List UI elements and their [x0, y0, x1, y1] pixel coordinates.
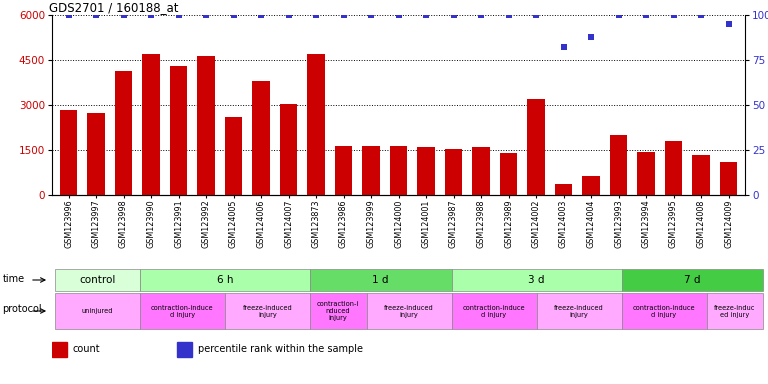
Point	[200, 12, 212, 18]
Bar	[366, 293, 452, 329]
Point	[640, 12, 652, 18]
Text: 1 d: 1 d	[372, 275, 389, 285]
Point	[255, 12, 267, 18]
Bar	[114, 71, 132, 195]
Text: freeze-induced
injury: freeze-induced injury	[554, 305, 604, 318]
Point	[392, 12, 405, 18]
Point	[585, 33, 598, 40]
Point	[475, 12, 487, 18]
Bar	[664, 141, 683, 195]
Point	[447, 12, 459, 18]
Bar	[389, 146, 408, 195]
Point	[172, 12, 184, 18]
Text: control: control	[79, 275, 115, 285]
Point	[365, 12, 377, 18]
Bar	[720, 162, 737, 195]
Text: 3 d: 3 d	[528, 275, 545, 285]
Point	[62, 12, 74, 18]
Point	[337, 12, 349, 18]
Bar	[140, 293, 225, 329]
Bar	[280, 104, 297, 195]
Bar	[452, 293, 537, 329]
Bar	[170, 66, 187, 195]
Bar	[610, 135, 627, 195]
Point	[118, 12, 130, 18]
Text: freeze-induced
injury: freeze-induced injury	[384, 305, 434, 318]
Text: contraction-i
nduced
injury: contraction-i nduced injury	[317, 301, 359, 321]
Bar	[335, 146, 353, 195]
Bar	[197, 56, 215, 195]
Text: time: time	[2, 274, 25, 284]
Text: contraction-induce
d injury: contraction-induce d injury	[633, 305, 695, 318]
Text: GDS2701 / 160188_at: GDS2701 / 160188_at	[48, 1, 178, 14]
Text: uninjured: uninjured	[81, 308, 113, 314]
Point	[695, 12, 707, 18]
Bar	[692, 154, 710, 195]
Bar	[87, 113, 105, 195]
Bar	[582, 175, 600, 195]
Bar	[472, 147, 490, 195]
Bar	[310, 269, 452, 291]
Bar	[55, 293, 140, 329]
Bar	[707, 293, 763, 329]
Point	[502, 12, 515, 18]
Bar	[307, 54, 325, 195]
Text: contraction-induce
d injury: contraction-induce d injury	[462, 305, 525, 318]
Bar	[537, 293, 621, 329]
Bar	[362, 146, 380, 195]
Bar	[445, 149, 462, 195]
Bar	[177, 341, 192, 356]
Bar	[554, 184, 572, 195]
Bar	[621, 293, 707, 329]
Text: freeze-induc
ed injury: freeze-induc ed injury	[714, 305, 756, 318]
Point	[283, 12, 295, 18]
Point	[90, 12, 102, 18]
Bar	[452, 269, 621, 291]
Bar	[310, 293, 366, 329]
Text: freeze-induced
injury: freeze-induced injury	[243, 305, 292, 318]
Bar	[224, 117, 243, 195]
Point	[612, 12, 624, 18]
Text: protocol: protocol	[2, 304, 42, 314]
Bar	[527, 99, 545, 195]
Text: 7 d: 7 d	[684, 275, 700, 285]
Point	[558, 44, 570, 50]
Bar	[417, 147, 435, 195]
Bar	[225, 293, 310, 329]
Text: percentile rank within the sample: percentile rank within the sample	[197, 344, 362, 354]
Text: 6 h: 6 h	[217, 275, 233, 285]
Bar	[60, 109, 78, 195]
Bar	[621, 269, 763, 291]
Bar	[499, 153, 518, 195]
Point	[667, 12, 680, 18]
Bar	[52, 341, 68, 356]
Point	[530, 12, 542, 18]
Point	[310, 12, 322, 18]
Point	[420, 12, 432, 18]
Text: contraction-induce
d injury: contraction-induce d injury	[151, 305, 214, 318]
Text: count: count	[73, 344, 101, 354]
Bar	[140, 269, 310, 291]
Bar	[55, 269, 140, 291]
Bar	[142, 54, 160, 195]
Point	[227, 12, 240, 18]
Point	[145, 12, 157, 18]
Bar	[252, 81, 270, 195]
Point	[723, 21, 735, 27]
Bar	[637, 152, 655, 195]
